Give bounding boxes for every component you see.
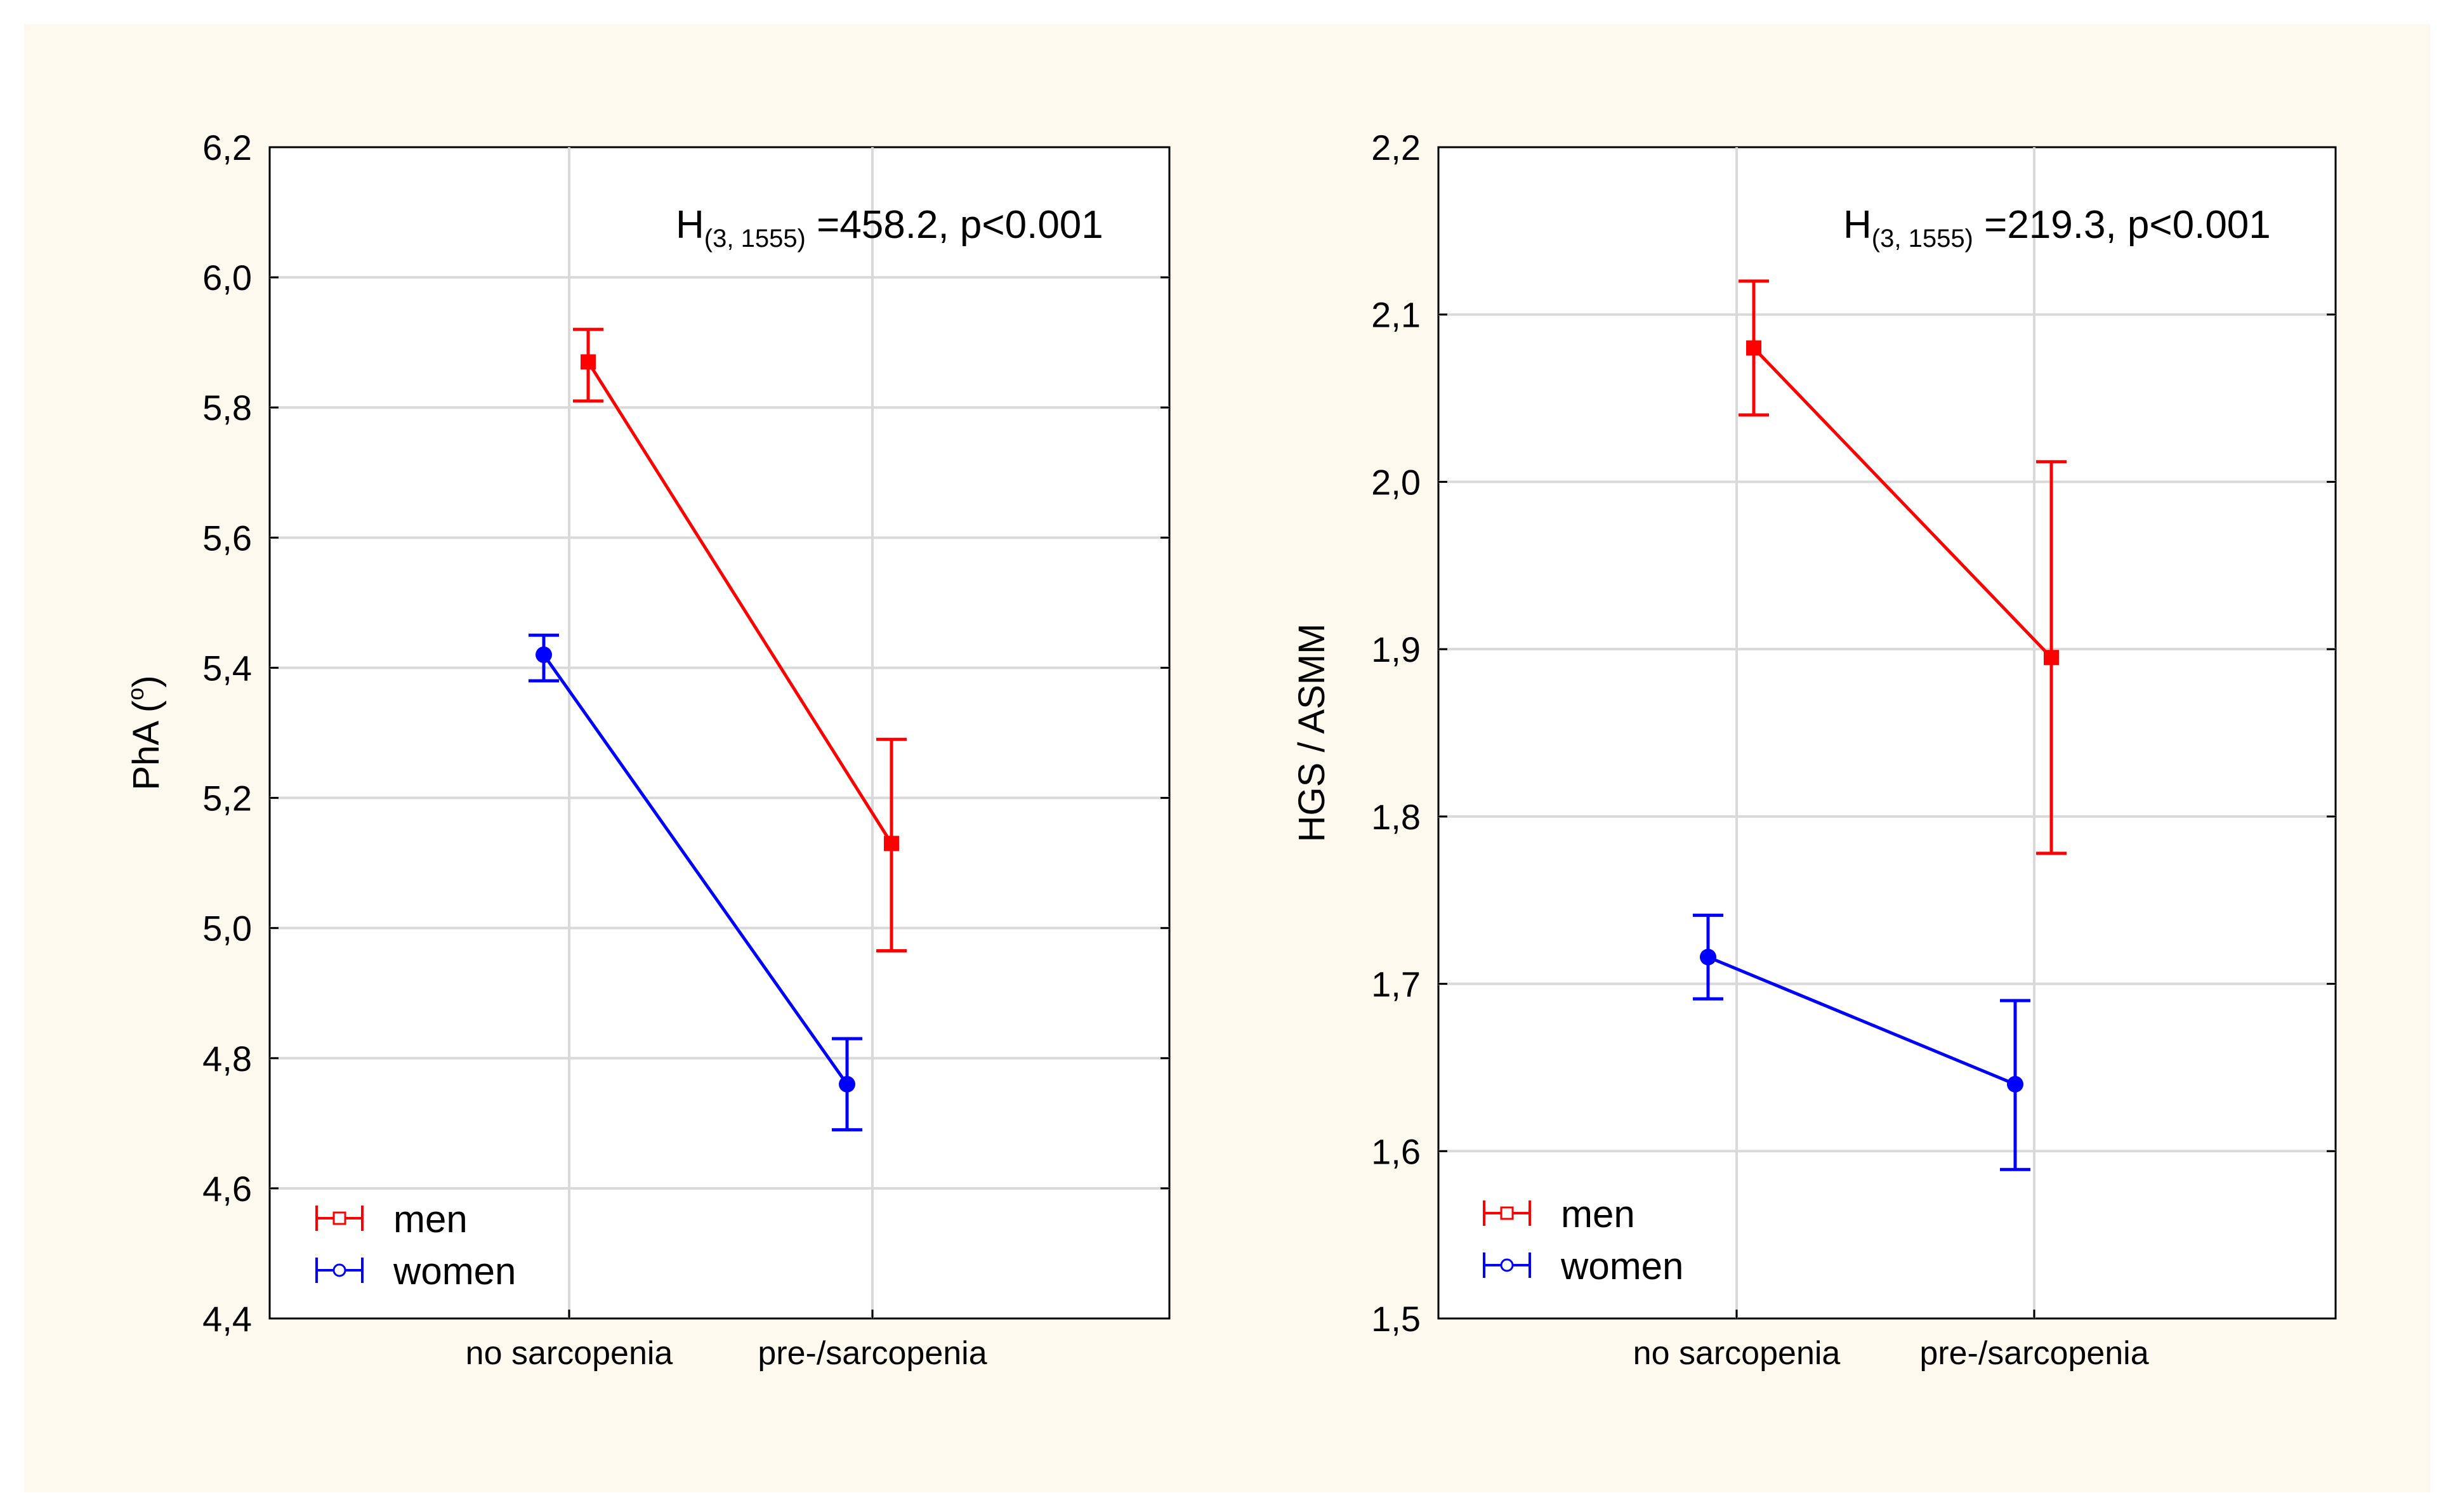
legend-marker-circle	[1500, 1258, 1514, 1272]
x-category-label: pre-/sarcopenia	[758, 1335, 987, 1372]
legend-item-men: men	[315, 1198, 468, 1240]
x-axis: no sarcopenia pre-/sarcopenia	[466, 1335, 987, 1372]
y-tick-label: 5,0	[202, 909, 252, 949]
legend-item-women: women	[1483, 1245, 1683, 1287]
y-tick-label: 1,6	[1371, 1131, 1421, 1171]
legend-item-women: women	[315, 1250, 516, 1292]
legend-marker-circle	[332, 1263, 346, 1277]
grid-lines-vertical	[270, 147, 1169, 1318]
x-category-label: pre-/sarcopenia	[1919, 1335, 2148, 1372]
data-point-men	[1746, 340, 1761, 356]
x-category-label: no sarcopenia	[466, 1335, 673, 1372]
series-layer	[529, 327, 907, 1132]
y-tick-label: 6,2	[202, 128, 252, 168]
y-tick-label: 5,4	[202, 648, 252, 688]
legend-label: women	[393, 1250, 516, 1292]
y-tick-label: 5,6	[202, 518, 252, 558]
y-tick-label: 4,4	[202, 1299, 252, 1339]
y-axis: 4,4 4,6 4,8 5,0 5,2 5,4 5,6 5,8 6,0 6,2	[202, 128, 1169, 1339]
data-point-women	[536, 646, 552, 663]
x-category-label: no sarcopenia	[1633, 1335, 1841, 1372]
data-point-men	[884, 836, 899, 851]
x-axis: no sarcopenia pre-/sarcopenia	[1633, 1335, 2149, 1372]
y-axis: 1,5 1,6 1,7 1,8 1,9 2,0 2,1 2,2	[1371, 128, 2336, 1339]
y-tick-label: 1,8	[1371, 797, 1421, 837]
series-line-men	[586, 361, 893, 845]
annotation-h-statistic: H(3, 1555) =219.3, p<0.001	[1843, 203, 2271, 253]
y-tick-label: 5,8	[202, 388, 252, 428]
chart-panel-hgs-asmm: 1,5 1,6 1,7 1,8 1,9 2,0 2,1 2,2 no sarcopenia pr…	[1291, 128, 2337, 1372]
y-tick-label: 4,8	[202, 1039, 252, 1079]
y-tick-label: 2,1	[1371, 295, 1421, 335]
data-point-women	[2007, 1075, 2023, 1093]
y-tick-label: 5,2	[202, 779, 252, 818]
data-point-men	[581, 354, 596, 370]
y-tick-label: 1,9	[1371, 629, 1421, 669]
y-tick-label: 4,6	[202, 1169, 252, 1209]
data-point-women	[1700, 949, 1716, 966]
legend-item-men: men	[1483, 1193, 1635, 1235]
series-line-men	[1752, 346, 2053, 659]
series-layer	[1693, 279, 2067, 1171]
y-tick-label: 2,2	[1371, 128, 1421, 168]
series-line-women	[542, 654, 849, 1086]
legend-label: men	[1561, 1193, 1635, 1235]
data-point-women	[839, 1075, 855, 1093]
y-axis-title: PhA (o)	[122, 675, 167, 790]
legend: men women	[1483, 1193, 1683, 1287]
y-tick-label: 1,5	[1371, 1299, 1421, 1339]
y-tick-label: 2,0	[1371, 462, 1421, 502]
grid-lines-vertical	[1438, 147, 2336, 1318]
legend-label: men	[393, 1198, 468, 1240]
annotation-h-statistic: H(3, 1555) =458.2, p<0.001	[676, 203, 1103, 253]
legend-marker-square	[332, 1211, 346, 1225]
plot-area	[1437, 146, 2337, 1320]
chart-panel-pha: 4,4 4,6 4,8 5,0 5,2 5,4 5,6 5,8 6,0 6,2 no sarcop…	[122, 128, 1171, 1372]
plot-area	[268, 146, 1171, 1320]
legend: men women	[315, 1198, 516, 1292]
y-axis-title: HGS / ASMM	[1291, 624, 1332, 843]
data-point-men	[2044, 650, 2059, 666]
legend-label: women	[1560, 1245, 1683, 1287]
y-tick-label: 1,7	[1371, 964, 1421, 1004]
legend-marker-square	[1500, 1206, 1514, 1220]
series-line-women	[1707, 956, 2016, 1086]
y-tick-label: 6,0	[202, 258, 252, 298]
